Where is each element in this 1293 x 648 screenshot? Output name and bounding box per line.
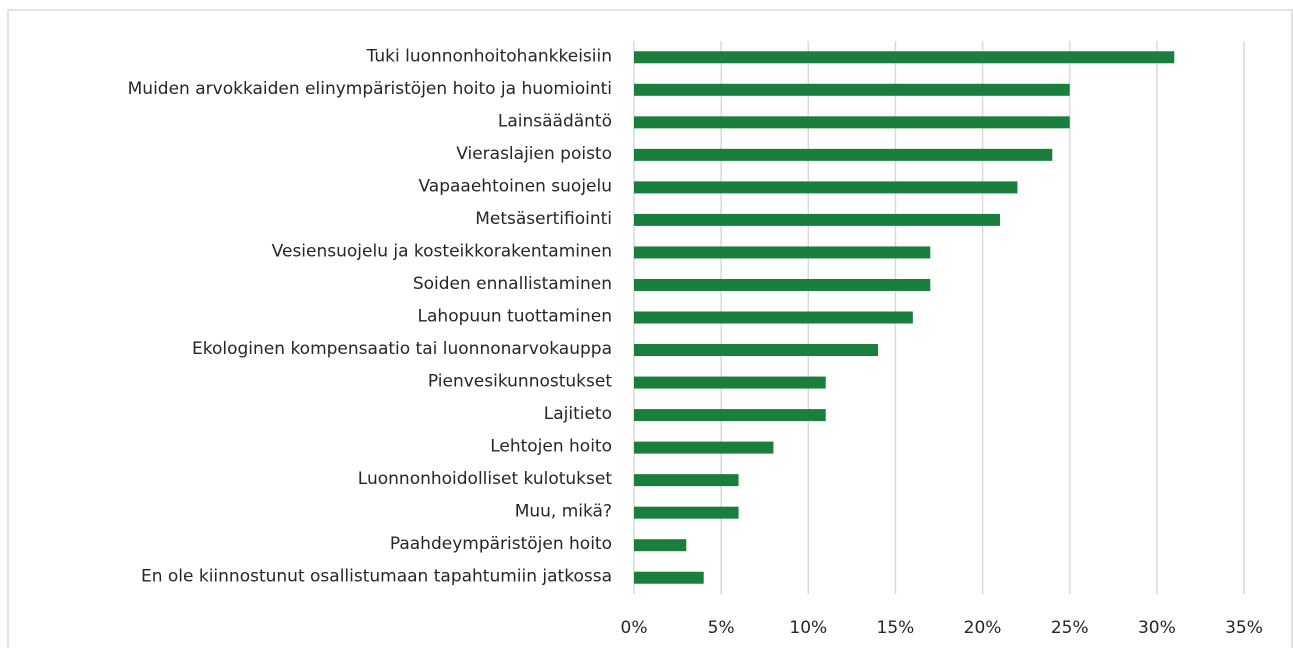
x-tick-label: 15% bbox=[877, 618, 915, 638]
x-tick-label: 5% bbox=[708, 618, 735, 638]
y-tick-label: Vesiensuojelu ja kosteikkorakentaminen bbox=[272, 241, 612, 261]
y-tick-label: Muu, mikä? bbox=[515, 502, 612, 522]
bar bbox=[634, 376, 826, 389]
y-tick-label: Pienvesikunnostukset bbox=[428, 372, 612, 392]
x-tick-label: 20% bbox=[964, 618, 1002, 638]
chart-frame bbox=[7, 9, 1293, 648]
bar bbox=[634, 311, 913, 324]
bar bbox=[634, 474, 739, 487]
y-tick-label: Lajitieto bbox=[544, 404, 612, 424]
bar bbox=[634, 246, 931, 259]
bar bbox=[634, 409, 826, 422]
y-tick-label: Vieraslajien poisto bbox=[456, 144, 612, 164]
bar bbox=[634, 213, 1000, 226]
y-tick-label: Metsäsertifiointi bbox=[475, 209, 612, 229]
y-tick-label: Lahopuun tuottaminen bbox=[418, 307, 612, 327]
x-tick-label: 30% bbox=[1138, 618, 1176, 638]
y-tick-label: Muiden arvokkaiden elinympäristöjen hoit… bbox=[128, 79, 612, 99]
y-tick-label: Paahdeympäristöjen hoito bbox=[390, 534, 612, 554]
bar bbox=[634, 539, 687, 552]
bar bbox=[634, 116, 1070, 129]
bar bbox=[634, 571, 704, 584]
y-tick-label: Luonnonhoidolliset kulotukset bbox=[358, 469, 613, 489]
bar bbox=[634, 344, 878, 357]
x-tick-label: 25% bbox=[1051, 618, 1089, 638]
y-tick-label: Ekologinen kompensaatio tai luonnonarvok… bbox=[192, 339, 612, 359]
y-tick-label: Vapaaehtoinen suojelu bbox=[419, 176, 613, 196]
x-tick-label: 35% bbox=[1225, 618, 1263, 638]
bar bbox=[634, 181, 1018, 194]
bar bbox=[634, 148, 1053, 161]
bar bbox=[634, 83, 1070, 96]
y-tick-label: Tuki luonnonhoitohankkeisiin bbox=[366, 46, 612, 66]
y-tick-label: Soiden ennallistaminen bbox=[413, 274, 612, 294]
y-tick-label: En ole kiinnostunut osallistumaan tapaht… bbox=[141, 567, 612, 587]
bar bbox=[634, 441, 774, 454]
bar bbox=[634, 51, 1175, 64]
bar bbox=[634, 278, 931, 291]
y-tick-label: Lainsäädäntö bbox=[498, 111, 612, 131]
bar bbox=[634, 506, 739, 519]
x-tick-label: 0% bbox=[621, 618, 648, 638]
x-tick-label: 10% bbox=[789, 618, 827, 638]
y-tick-label: Lehtojen hoito bbox=[490, 437, 612, 457]
